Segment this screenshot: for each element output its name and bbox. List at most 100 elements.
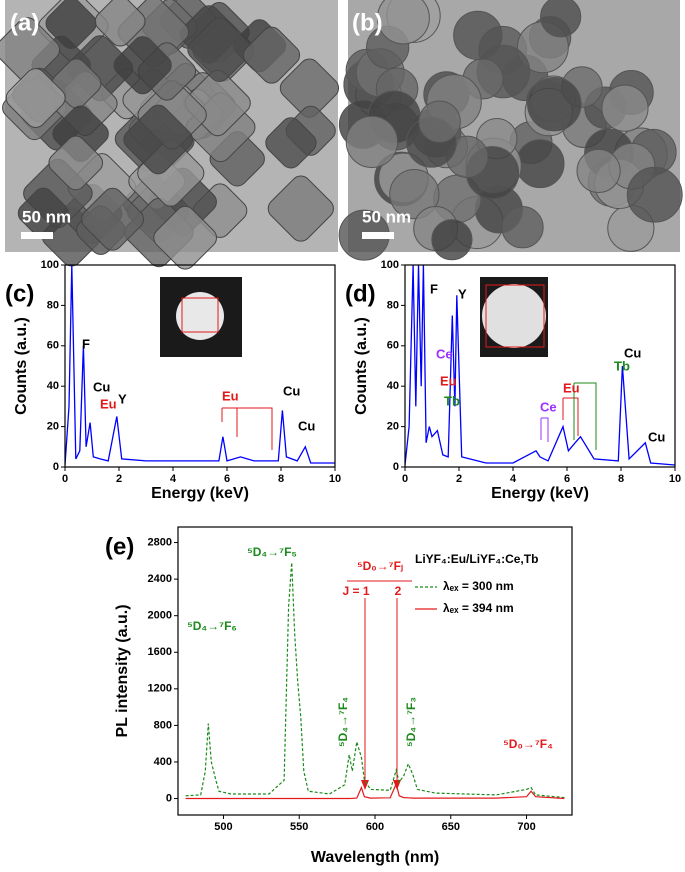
scale-bar <box>21 232 53 239</box>
spectrum-line <box>65 265 335 466</box>
scale-bar <box>362 232 394 239</box>
nanoparticle <box>265 117 317 169</box>
nanoparticle <box>527 76 582 132</box>
nanoparticle <box>153 205 217 270</box>
y-axis-title: PL intensity (a.u.) <box>114 604 131 737</box>
nanoparticle <box>113 36 172 95</box>
legend-label: λₑₓ = 300 nm <box>443 579 514 593</box>
nanoparticle <box>515 139 565 189</box>
x-tick-label: 10 <box>669 473 681 485</box>
y-tick-label: 1600 <box>148 646 172 658</box>
y-tick-label: 100 <box>41 259 59 271</box>
tem-images <box>0 0 683 270</box>
x-tick-label: 2 <box>116 473 122 485</box>
bracket <box>573 382 597 450</box>
x-tick-label: 550 <box>290 821 308 833</box>
nanoparticle <box>539 0 582 38</box>
plot-frame <box>64 264 336 468</box>
y-tick-label: 80 <box>47 299 59 311</box>
nanoparticle <box>279 58 340 118</box>
spectrum-line <box>185 562 565 799</box>
y-tick-label: 60 <box>47 340 59 352</box>
annotation: Cu <box>648 429 665 444</box>
bracket <box>221 407 273 450</box>
y-tick-label: 0 <box>166 792 172 804</box>
x-tick-label: 500 <box>214 821 232 833</box>
nanoparticle <box>626 166 683 223</box>
annotation: Cu <box>298 418 315 433</box>
x-tick-label: 4 <box>510 473 517 485</box>
annotation: Tb <box>614 358 630 373</box>
nanoparticle <box>187 17 252 82</box>
y-tick-label: 0 <box>53 461 59 473</box>
annotation: ⁵D₄→⁷F₆ <box>187 619 237 633</box>
y-tick-label: 800 <box>154 719 172 731</box>
panel-label: (d) <box>345 280 376 307</box>
nanoparticle <box>0 17 61 83</box>
nanoparticle <box>453 10 503 61</box>
bracket <box>562 397 579 436</box>
x-axis-title: Wavelength (nm) <box>311 849 439 866</box>
spectrum-line <box>185 782 565 800</box>
nanoparticle <box>243 26 301 84</box>
annotation: Eu <box>100 396 117 411</box>
y-tick-label: 0 <box>393 461 399 473</box>
inset-particle <box>176 292 224 340</box>
bracket <box>540 417 549 442</box>
arrow-line <box>347 580 412 788</box>
panel-label: (c) <box>5 280 34 307</box>
x-tick-label: 6 <box>224 473 230 485</box>
y-tick-label: 1200 <box>148 683 172 695</box>
annotation: F <box>82 336 90 351</box>
x-tick-label: 4 <box>170 473 177 485</box>
annotation: Ce <box>540 399 557 414</box>
annotation: ⁵D₄→⁷F₄ <box>336 697 350 747</box>
scale-label: 50 nm <box>22 207 71 226</box>
annotation: Eu <box>563 380 580 395</box>
y-tick-label: 20 <box>387 421 399 433</box>
panel-label: (b) <box>352 9 383 36</box>
legend-label: λₑₓ = 394 nm <box>443 601 514 615</box>
y-axis-title: Counts (a.u.) <box>353 317 370 415</box>
annotation: Eu <box>222 388 239 403</box>
annotation: Ce <box>436 346 453 361</box>
panel-label: (a) <box>10 9 39 36</box>
annotation: Tb <box>444 393 460 408</box>
y-tick-label: 20 <box>47 421 59 433</box>
annotation: Cu <box>624 345 641 360</box>
x-tick-label: 8 <box>618 473 624 485</box>
annotation: Y <box>458 286 467 301</box>
nanoparticle <box>418 100 461 143</box>
x-tick-label: 10 <box>329 473 341 485</box>
annotation: F <box>430 281 438 296</box>
scale-label: 50 nm <box>362 207 411 226</box>
inset-box <box>485 284 545 348</box>
inset-particle <box>482 284 546 348</box>
nanoparticle <box>431 219 473 261</box>
y-tick-label: 2000 <box>148 610 172 622</box>
x-axis-title: Energy (keV) <box>151 485 249 502</box>
annotation: Y <box>118 391 127 406</box>
nanoparticle <box>576 148 621 194</box>
y-tick-label: 40 <box>387 380 399 392</box>
annotation: ⁵D₀→⁷Fⱼ <box>357 559 403 573</box>
nanoparticle <box>501 205 544 249</box>
nanoparticle <box>389 169 440 220</box>
annotation: Cu <box>93 379 110 394</box>
y-tick-label: 2800 <box>148 536 172 548</box>
x-tick-label: 600 <box>366 821 384 833</box>
nanoparticle <box>5 68 66 128</box>
nanoparticle <box>81 187 144 251</box>
y-tick-label: 80 <box>387 299 399 311</box>
nanoparticle <box>345 115 399 168</box>
x-tick-label: 650 <box>442 821 460 833</box>
x-tick-label: 2 <box>456 473 462 485</box>
y-tick-label: 2400 <box>148 573 172 585</box>
nanoparticle <box>94 0 146 47</box>
annotation: J = 1 <box>342 584 369 598</box>
annotation: ⁵D₄→⁷F₅ <box>247 545 297 559</box>
nanoparticle <box>267 175 334 242</box>
panel-label: (e) <box>105 533 134 560</box>
x-tick-label: 0 <box>402 473 408 485</box>
